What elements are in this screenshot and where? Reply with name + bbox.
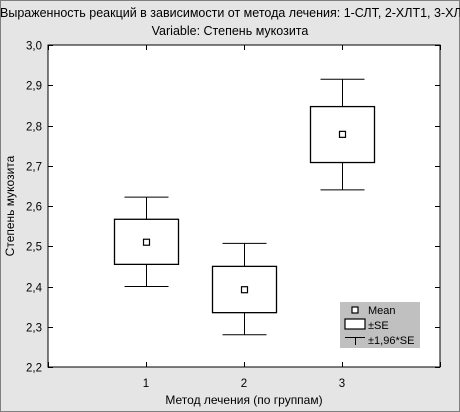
mean-marker	[338, 130, 347, 138]
x-axis-label: Метод лечения (по группам)	[165, 393, 322, 407]
y-tick-label: 2,5	[26, 242, 42, 254]
mean-marker	[240, 286, 249, 294]
y-tick-label: 2,2	[26, 363, 42, 375]
y-tick-label: 3,0	[26, 41, 42, 53]
y-tick-label: 2,6	[26, 202, 42, 214]
legend-label: ±SE	[368, 320, 389, 332]
y-tick-label: 2,7	[26, 162, 42, 174]
chart-title: Выраженность реакций в зависимости от ме…	[0, 6, 460, 20]
y-tick-label: 2,3	[26, 323, 42, 335]
y-tick-label: 2,9	[26, 81, 42, 93]
x-tick-label: 3	[339, 378, 345, 390]
y-tick-label: 2,8	[26, 122, 42, 134]
chart-subtitle: Variable: Степень мукозита	[151, 24, 309, 38]
x-tick-label: 1	[143, 378, 149, 390]
se-box	[309, 105, 376, 164]
y-tick-label: 2,4	[26, 283, 43, 295]
legend-mean-symbol	[351, 306, 359, 314]
legend-se-symbol	[344, 318, 366, 330]
legend-label: ±1,96*SE	[368, 335, 414, 347]
x-tick-label: 2	[241, 378, 247, 390]
legend-label: Mean	[368, 305, 396, 317]
mean-marker	[142, 238, 151, 246]
y-axis-label: Степень мукозита	[3, 155, 17, 256]
